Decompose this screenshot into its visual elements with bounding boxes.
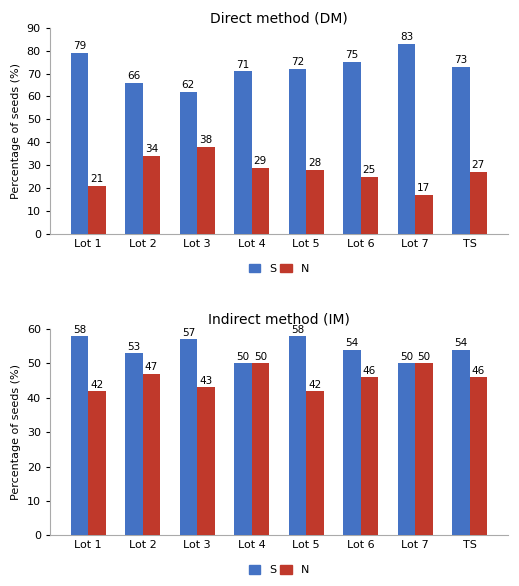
Text: 29: 29 [254,156,267,166]
Bar [306,391,323,536]
Text: 46: 46 [472,366,485,376]
Bar [252,168,269,234]
Bar [343,350,361,536]
Title: Indirect method (IM): Indirect method (IM) [208,312,350,326]
Text: 75: 75 [345,50,359,60]
Text: 17: 17 [417,183,430,193]
Text: 66: 66 [127,71,141,81]
Bar [180,92,197,234]
Bar [289,336,306,536]
Text: 27: 27 [472,161,485,171]
Bar [143,374,160,536]
Text: 72: 72 [291,57,304,67]
Bar [398,363,415,536]
Bar [470,172,487,234]
Text: 50: 50 [236,352,250,362]
Text: 57: 57 [182,328,195,338]
Legend: S, N: S, N [249,264,309,274]
Bar [197,147,214,234]
Bar [343,62,361,234]
Bar [71,336,88,536]
Text: 83: 83 [400,32,413,42]
Bar [361,377,378,536]
Text: 73: 73 [454,55,468,65]
Text: 21: 21 [90,174,103,184]
Text: 53: 53 [127,342,141,352]
Text: 71: 71 [236,60,250,70]
Bar [252,363,269,536]
Bar [452,67,470,234]
Text: 79: 79 [73,41,86,52]
Title: Direct method (DM): Direct method (DM) [210,11,348,25]
Text: 47: 47 [145,362,158,372]
Text: 25: 25 [363,165,376,175]
Text: 42: 42 [308,380,321,390]
Bar [470,377,487,536]
Bar [197,387,214,536]
Text: 62: 62 [182,80,195,90]
Bar [361,176,378,234]
Text: 50: 50 [400,352,413,362]
Bar [234,71,252,234]
Bar [289,69,306,234]
Text: 50: 50 [417,352,430,362]
Y-axis label: Percentage of seeds (%): Percentage of seeds (%) [11,364,21,500]
Bar [71,53,88,234]
Text: 54: 54 [345,338,359,348]
Bar [180,339,197,536]
Legend: S, N: S, N [249,565,309,575]
Text: 34: 34 [145,144,158,155]
Bar [88,186,105,234]
Y-axis label: Percentage of seeds (%): Percentage of seeds (%) [11,63,21,199]
Bar [306,170,323,234]
Bar [398,44,415,234]
Text: 50: 50 [254,352,267,362]
Text: 58: 58 [291,325,304,335]
Text: 42: 42 [90,380,103,390]
Text: 43: 43 [199,376,212,386]
Bar [415,195,432,234]
Text: 28: 28 [308,158,321,168]
Text: 38: 38 [199,135,212,145]
Bar [88,391,105,536]
Text: 58: 58 [73,325,86,335]
Bar [125,353,143,536]
Text: 46: 46 [363,366,376,376]
Bar [125,83,143,234]
Bar [452,350,470,536]
Bar [415,363,432,536]
Bar [234,363,252,536]
Bar [143,156,160,234]
Text: 54: 54 [454,338,468,348]
